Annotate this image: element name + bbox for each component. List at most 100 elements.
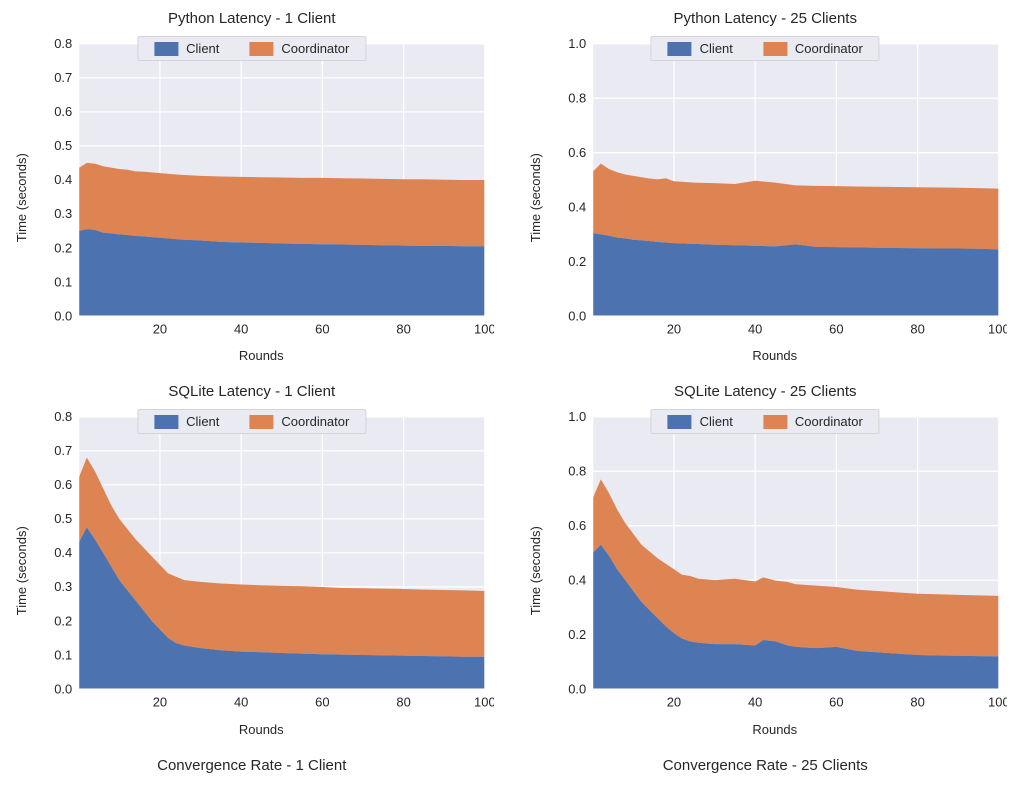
x-axis-label: Rounds [543,722,1008,737]
svg-text:0.0: 0.0 [54,682,72,697]
chart-title: Python Latency - 25 Clients [524,10,1008,27]
svg-text:100: 100 [474,321,493,336]
swatch-client [154,42,178,56]
svg-text:0.0: 0.0 [568,682,586,697]
chart-title: SQLite Latency - 25 Clients [524,383,1008,400]
plot-col: 0.00.10.20.30.40.50.60.70.820406080100 R… [29,406,494,736]
legend-label-client: Client [700,41,733,56]
svg-text:0.6: 0.6 [54,477,72,492]
legend: Client Coordinator [651,36,880,61]
svg-text:0.4: 0.4 [54,545,72,560]
chart-title: SQLite Latency - 1 Client [10,383,494,400]
svg-text:0.7: 0.7 [54,443,72,458]
chart-sq25: SQLite Latency - 25 Clients Time (second… [524,383,1008,736]
svg-text:0.8: 0.8 [54,409,72,424]
legend-item-client: Client [154,414,219,429]
legend-item-coordinator: Coordinator [249,41,349,56]
svg-text:20: 20 [153,695,167,710]
legend-item-coordinator: Coordinator [763,41,863,56]
plot-wrapper: Time (seconds) 0.00.20.40.60.81.02040608… [524,33,1008,363]
swatch-coordinator [763,42,787,56]
legend-item-coordinator: Coordinator [763,414,863,429]
swatch-client [668,42,692,56]
plot-wrapper: Time (seconds) 0.00.20.40.60.81.02040608… [524,406,1008,736]
legend-label-client: Client [186,414,219,429]
svg-text:80: 80 [396,321,410,336]
legend-label-coordinator: Coordinator [281,41,349,56]
legend-item-client: Client [668,41,733,56]
legend-label-coordinator: Coordinator [281,414,349,429]
legend-label-client: Client [700,414,733,429]
legend-item-client: Client [668,414,733,429]
svg-text:0.3: 0.3 [54,206,72,221]
svg-text:60: 60 [829,695,843,710]
svg-text:0.4: 0.4 [568,199,586,214]
swatch-client [668,415,692,429]
chart-py1: Python Latency - 1 Client Time (seconds)… [10,10,494,363]
svg-text:0.3: 0.3 [54,580,72,595]
svg-text:0.2: 0.2 [568,254,586,269]
plot-col: 0.00.10.20.30.40.50.60.70.820406080100 R… [29,33,494,363]
legend-label-coordinator: Coordinator [795,41,863,56]
svg-text:1.0: 1.0 [568,36,586,51]
legend-label-client: Client [186,41,219,56]
svg-text:0.8: 0.8 [568,91,586,106]
svg-text:0.8: 0.8 [54,36,72,51]
svg-text:0.8: 0.8 [568,464,586,479]
chart-sq1: SQLite Latency - 1 Client Time (seconds)… [10,383,494,736]
swatch-coordinator [763,415,787,429]
legend: Client Coordinator [137,409,366,434]
svg-text:20: 20 [153,321,167,336]
swatch-client [154,415,178,429]
svg-text:0.2: 0.2 [54,614,72,629]
legend-item-client: Client [154,41,219,56]
svg-text:80: 80 [396,695,410,710]
svg-text:80: 80 [910,695,924,710]
svg-text:0.6: 0.6 [568,518,586,533]
svg-text:100: 100 [988,321,1007,336]
plot-svg: 0.00.10.20.30.40.50.60.70.820406080100 [29,33,494,346]
chart-title: Convergence Rate - 25 Clients [524,757,1008,774]
x-axis-label: Rounds [29,722,494,737]
svg-text:100: 100 [474,695,493,710]
svg-text:40: 40 [234,695,248,710]
partial-chart-right: Convergence Rate - 25 Clients [524,757,1008,774]
swatch-coordinator [249,415,273,429]
plot-svg: 0.00.20.40.60.81.020406080100 [543,33,1008,346]
legend-label-coordinator: Coordinator [795,414,863,429]
svg-text:0.2: 0.2 [568,627,586,642]
svg-text:0.5: 0.5 [54,511,72,526]
y-axis-label: Time (seconds) [10,33,29,363]
plot-col: 0.00.20.40.60.81.020406080100 Rounds [543,406,1008,736]
plot-svg: 0.00.20.40.60.81.020406080100 [543,406,1008,719]
svg-text:0.2: 0.2 [54,240,72,255]
svg-text:40: 40 [747,695,761,710]
plot-wrapper: Time (seconds) 0.00.10.20.30.40.50.60.70… [10,406,494,736]
chart-grid: Python Latency - 1 Client Time (seconds)… [10,10,1007,774]
svg-text:0.0: 0.0 [568,308,586,323]
svg-text:100: 100 [988,695,1007,710]
partial-chart-left: Convergence Rate - 1 Client [10,757,494,774]
svg-text:0.5: 0.5 [54,138,72,153]
chart-title: Python Latency - 1 Client [10,10,494,27]
svg-text:0.1: 0.1 [54,274,72,289]
plot-wrapper: Time (seconds) 0.00.10.20.30.40.50.60.70… [10,33,494,363]
y-axis-label: Time (seconds) [524,406,543,736]
swatch-coordinator [249,42,273,56]
svg-text:40: 40 [234,321,248,336]
svg-text:60: 60 [829,321,843,336]
y-axis-label: Time (seconds) [524,33,543,363]
chart-py25: Python Latency - 25 Clients Time (second… [524,10,1008,363]
svg-text:0.7: 0.7 [54,70,72,85]
svg-text:0.1: 0.1 [54,648,72,663]
svg-text:20: 20 [666,695,680,710]
svg-text:60: 60 [315,321,329,336]
svg-text:0.6: 0.6 [54,104,72,119]
legend: Client Coordinator [137,36,366,61]
plot-svg: 0.00.10.20.30.40.50.60.70.820406080100 [29,406,494,719]
svg-text:0.4: 0.4 [568,573,586,588]
svg-text:0.6: 0.6 [568,145,586,160]
svg-text:80: 80 [910,321,924,336]
svg-text:0.4: 0.4 [54,172,72,187]
x-axis-label: Rounds [543,348,1008,363]
